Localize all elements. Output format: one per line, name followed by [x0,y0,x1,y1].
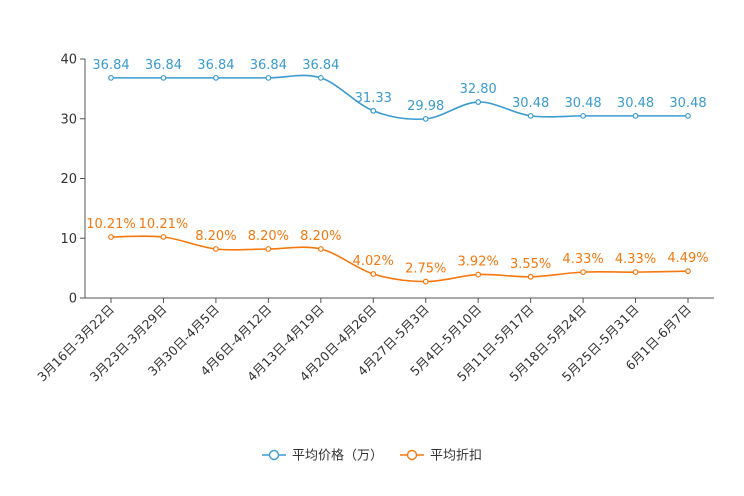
data-point[interactable] [475,99,482,105]
legend[interactable]: 平均价格（万） 平均折扣 [262,448,482,464]
series-average-discount: 10.21% 10.21% 8.20% 8.20% 8.20% 4.02% 2.75% 3.9… [86,217,709,285]
data-label: 36.84 [92,58,129,73]
data-point[interactable] [370,107,377,114]
data-label: 36.84 [302,58,339,73]
y-tick-label: 40 [60,53,77,68]
y-tick-label: 0 [69,292,77,307]
data-point[interactable] [213,246,219,252]
data-point[interactable] [580,112,586,119]
data-label: 3.92% [458,255,499,270]
data-label: 30.48 [564,96,601,111]
legend-label: 平均价格（万） [292,448,383,464]
series-line [110,235,689,283]
data-label: 31.33 [355,91,392,106]
y-tick-label: 30 [60,112,77,127]
data-point[interactable] [685,268,691,275]
data-label: 36.84 [145,58,182,73]
data-point[interactable] [317,74,324,81]
legend-label: 平均折扣 [430,449,482,464]
data-point[interactable] [580,269,586,276]
data-point[interactable] [265,74,272,81]
data-point[interactable] [160,234,167,240]
data-point[interactable] [265,246,272,252]
data-point[interactable] [527,273,534,280]
data-point[interactable] [422,115,429,122]
legend-marker-icon [268,449,280,461]
data-label: 4.49% [667,251,708,266]
series-layer: 36.84 36.84 36.84 36.84 36.84 31.33 29.98 32.80… [86,58,709,285]
data-point[interactable] [632,112,639,119]
data-point[interactable] [632,269,639,276]
series-average-price: 36.84 36.84 36.84 36.84 36.84 31.33 29.98 32.80… [92,58,707,122]
data-point[interactable] [370,271,377,277]
data-point[interactable] [527,112,534,119]
data-label: 4.02% [353,254,394,269]
y-axis: 0 10 20 30 40 [60,53,86,307]
data-label: 30.48 [512,96,549,111]
legend-item[interactable]: 平均价格（万） [262,448,383,464]
data-point[interactable] [317,246,324,252]
data-point[interactable] [108,234,114,240]
data-label: 36.84 [250,58,287,73]
y-tick-label: 10 [60,232,77,247]
data-label: 8.20% [300,229,341,244]
data-label: 32.80 [460,82,497,97]
y-tick-label: 20 [60,172,77,187]
data-label: 8.20% [195,229,236,244]
data-point[interactable] [213,74,219,81]
data-point[interactable] [685,112,691,119]
data-label: 8.20% [248,229,289,244]
data-point[interactable] [422,278,429,285]
x-axis: 3月16日-3月22日3月23日-3月29日3月30日-4月5日4月6日-4月1… [34,297,714,384]
data-label: 2.75% [405,262,446,277]
data-label: 3.55% [510,257,551,272]
data-point[interactable] [475,271,482,278]
data-label: 4.33% [562,252,603,267]
data-point[interactable] [160,74,167,81]
data-point[interactable] [108,74,114,81]
data-label: 10.21% [86,217,136,232]
data-label: 4.33% [615,252,656,267]
data-label: 10.21% [139,217,189,232]
legend-marker-icon [406,449,418,461]
data-label: 30.48 [669,96,706,111]
legend-item[interactable]: 平均折扣 [400,449,482,464]
data-label: 29.98 [407,99,444,114]
data-label: 30.48 [617,96,654,111]
series-line [111,74,688,121]
data-label: 36.84 [197,58,234,73]
